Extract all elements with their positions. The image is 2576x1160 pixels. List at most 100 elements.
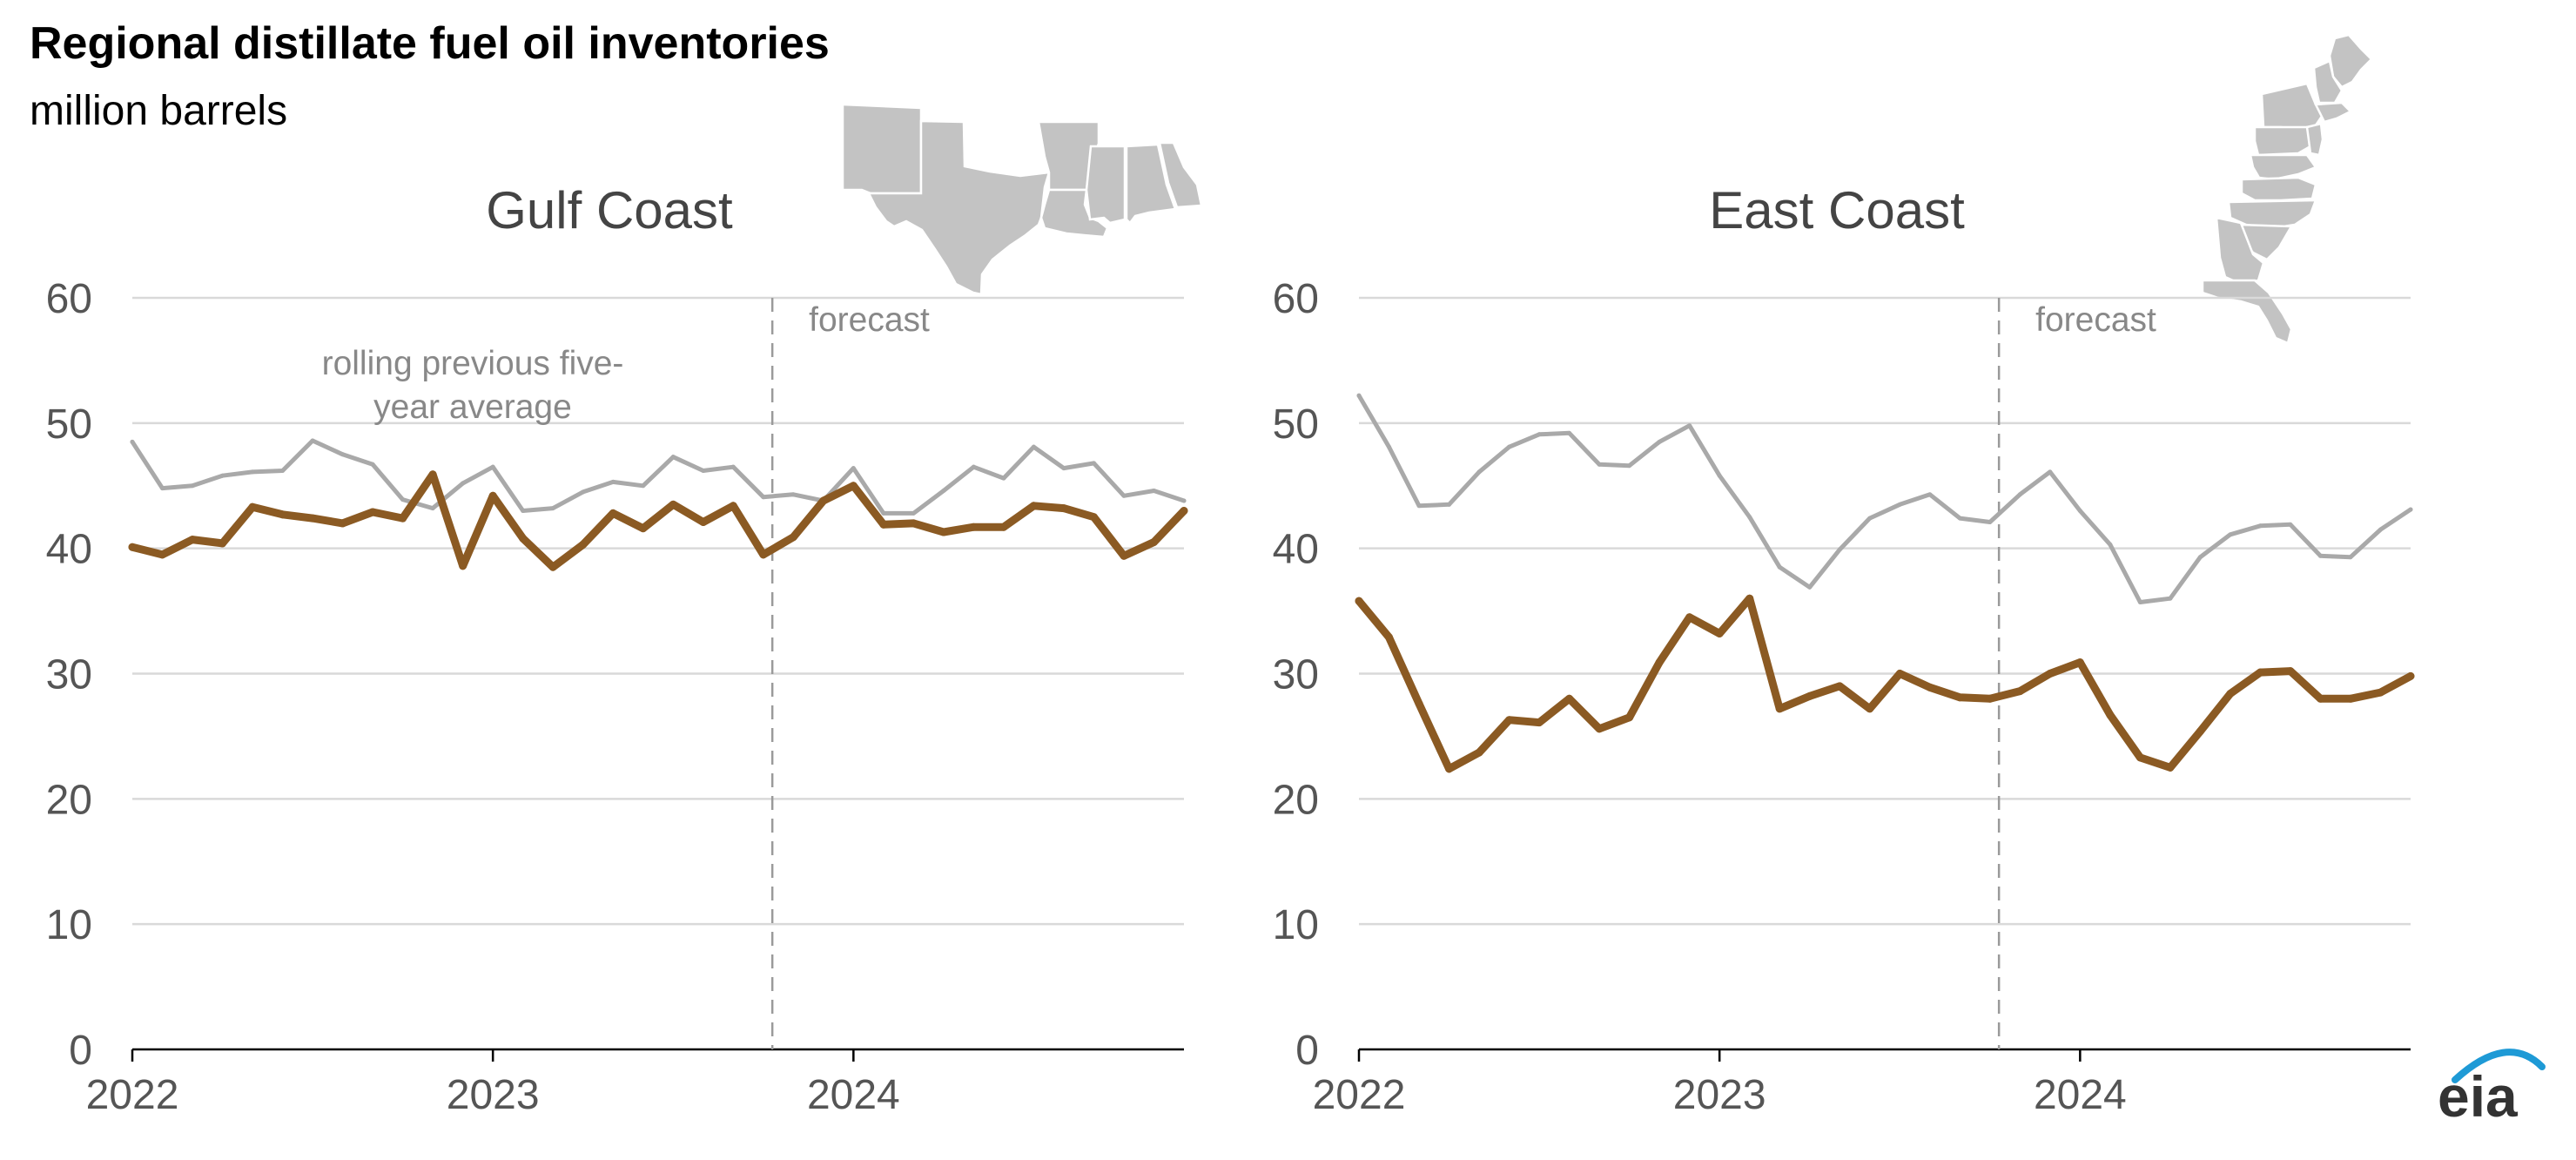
average-data-point xyxy=(280,468,286,473)
inventory-data-point xyxy=(2376,688,2384,697)
inventory-data-point xyxy=(1715,629,1724,637)
average-data-point xyxy=(1957,516,1962,521)
average-data-point xyxy=(1447,502,1452,507)
eia-logo-text: eia xyxy=(2438,1064,2519,1129)
inventory-data-point xyxy=(609,509,617,517)
eia-logo-swoosh xyxy=(2452,1049,2546,1083)
average-data-point xyxy=(761,495,766,500)
y-tick-label: 50 xyxy=(46,401,92,448)
inventory-data-point xyxy=(1655,658,1664,667)
y-tick-label: 60 xyxy=(46,276,92,322)
average-data-point xyxy=(430,506,435,511)
average-data-point xyxy=(2168,596,2173,601)
average-data-point xyxy=(790,492,796,497)
gulf-coast-panel: Gulf Coast 0 10 20 30 40 50 60 2022 2023 2024 forec… xyxy=(46,181,1188,1118)
inventory-data-point xyxy=(2166,763,2175,772)
eia-logo: eia xyxy=(2438,1049,2546,1129)
average-data-point xyxy=(2257,523,2263,529)
series-annotation: rolling previous five- xyxy=(322,345,624,382)
x-tick-label: 2022 xyxy=(1313,1072,1406,1118)
average-data-point xyxy=(340,452,346,457)
inventory-data-point xyxy=(1955,693,1964,702)
inventory-series-line xyxy=(1355,594,2415,773)
inventory-data-point xyxy=(399,514,407,523)
average-data-point xyxy=(1151,489,1156,494)
inventory-data-point xyxy=(1565,694,1574,703)
inventory-data-point xyxy=(2286,667,2295,676)
inventory-data-point xyxy=(279,510,287,519)
inventory-data-point xyxy=(909,519,918,528)
average-data-point xyxy=(1356,393,1362,398)
y-tick-label: 10 xyxy=(1273,902,1319,948)
inventory-data-point xyxy=(1415,699,1423,708)
inventory-data-point xyxy=(759,550,768,559)
chart-units-subtitle: million barrels xyxy=(30,88,288,134)
series-annotation: year average xyxy=(373,388,572,426)
x-tick-label: 2023 xyxy=(1673,1072,1766,1118)
inventory-data-point xyxy=(1986,694,1994,703)
x-tick-label: 2024 xyxy=(2034,1072,2127,1118)
average-data-point xyxy=(1537,432,1542,437)
east-coast-panel: East Coast 0 10 20 30 40 50 60 2022 2023 2024 forec… xyxy=(1273,181,2415,1118)
inventory-data-point xyxy=(1895,670,1904,678)
inventory-data-point xyxy=(1595,725,1604,733)
inventory-data-point xyxy=(548,563,557,571)
y-tick-label: 20 xyxy=(1273,777,1319,823)
inventory-data-point xyxy=(519,534,528,543)
average-data-point xyxy=(2378,527,2383,532)
inventory-data-point xyxy=(1180,507,1188,516)
inventory-data-point xyxy=(1535,718,1544,727)
average-data-point xyxy=(2408,507,2413,512)
average-data-point xyxy=(220,473,225,478)
inventory-data-point xyxy=(2196,727,2204,736)
y-tick-label: 50 xyxy=(1273,401,1319,448)
x-tick-label: 2023 xyxy=(447,1072,540,1118)
inventory-data-point xyxy=(2316,694,2324,703)
average-data-point xyxy=(490,464,495,469)
x-tick-label: 2024 xyxy=(807,1072,900,1118)
average-data-point xyxy=(521,509,526,514)
average-data-point xyxy=(2197,555,2203,560)
average-data-point xyxy=(641,483,646,489)
inventory-data-point xyxy=(1475,748,1483,757)
average-data-point xyxy=(1121,493,1127,498)
average-data-point xyxy=(1717,473,1722,478)
y-tick-label: 20 xyxy=(46,777,92,823)
average-data-point xyxy=(2108,542,2113,547)
panel-title: Gulf Coast xyxy=(486,181,733,239)
average-data-point xyxy=(1657,439,1662,444)
average-data-point xyxy=(1387,444,1392,449)
y-tick-label: 60 xyxy=(1273,276,1319,322)
average-data-point xyxy=(2048,469,2053,475)
y-tick-label: 30 xyxy=(46,652,92,698)
inventory-data-point xyxy=(1385,633,1394,642)
inventory-data-point xyxy=(219,539,227,548)
average-data-point xyxy=(1897,502,1902,507)
average-series-line xyxy=(130,438,1187,516)
inventory-data-point xyxy=(999,523,1008,531)
inventory-data-point xyxy=(158,550,167,559)
average-data-point xyxy=(971,464,976,469)
average-data-point xyxy=(881,510,886,516)
average-data-point xyxy=(1476,469,1482,475)
average-data-point xyxy=(190,483,195,489)
average-data-point xyxy=(2077,509,2082,514)
inventory-data-point xyxy=(1059,504,1068,513)
inventory-series-line xyxy=(128,470,1188,571)
inventory-data-point xyxy=(1089,513,1098,522)
inventory-data-point xyxy=(2106,711,2115,719)
average-data-point xyxy=(461,481,466,486)
inventory-data-point xyxy=(699,517,708,526)
inventory-data-point xyxy=(308,514,317,523)
average-data-point xyxy=(1837,547,1842,552)
average-data-point xyxy=(1031,444,1036,449)
average-data-point xyxy=(250,469,255,475)
inventory-data-point xyxy=(488,491,497,500)
inventory-data-point xyxy=(2256,668,2264,677)
average-data-point xyxy=(851,466,856,471)
average-series-line xyxy=(1356,393,2413,604)
inventory-data-point xyxy=(1445,765,1454,773)
average-data-point xyxy=(2228,532,2233,537)
inventory-data-point xyxy=(2015,687,2024,696)
y-tick-label: 30 xyxy=(1273,652,1319,698)
